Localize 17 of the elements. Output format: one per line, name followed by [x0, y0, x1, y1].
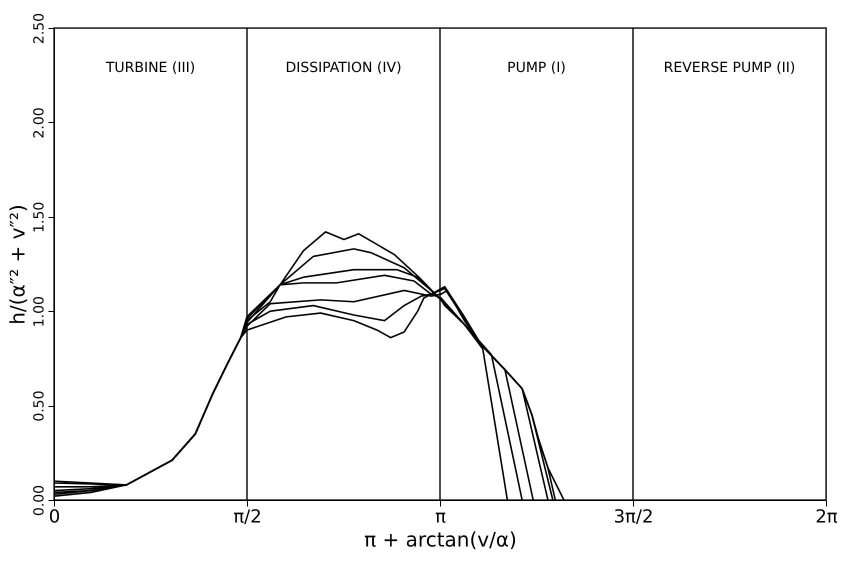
annotation: PUMP (I)	[507, 60, 566, 76]
y-axis-title: h/(α″² + v″²)	[6, 204, 30, 325]
x-tick-label: 3π/2	[614, 506, 654, 528]
x-tick-label: 2π	[815, 506, 838, 528]
y-tick-label: 1.50	[32, 202, 48, 233]
annotation: REVERSE PUMP (II)	[664, 60, 796, 76]
y-tick-label: 1.00	[32, 296, 48, 328]
y-tick-label: 2.00	[32, 107, 48, 138]
x-axis-title: π + arctan(v/α)	[364, 528, 517, 552]
y-tick-label: 0.00	[32, 484, 48, 516]
x-tick-label: π	[435, 506, 446, 528]
x-tick-label: π/2	[233, 506, 262, 528]
x-tick-label: 0	[48, 506, 60, 528]
y-tick-label: 2.50	[32, 12, 48, 44]
annotation: DISSIPATION (IV)	[285, 60, 402, 76]
y-tick-label: 0.50	[32, 390, 48, 422]
annotation: TURBINE (III)	[104, 60, 196, 76]
